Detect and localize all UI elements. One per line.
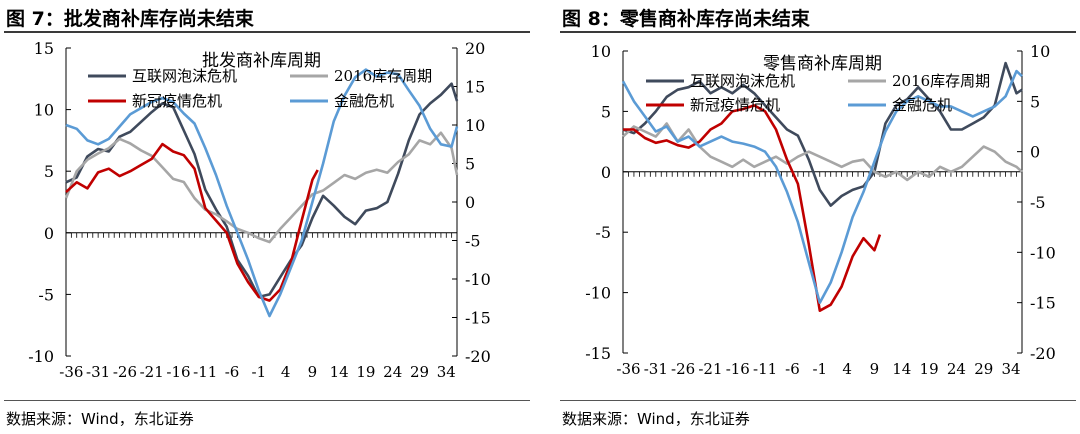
right-y-tick-label: 20: [465, 39, 485, 58]
left-y-tick-label: 0: [44, 224, 54, 243]
x-tick-label: -31: [644, 360, 668, 378]
left-y-tick-label: -10: [585, 284, 611, 303]
figure-8-title: 图 8：零售商补库存尚未结束: [562, 8, 810, 30]
x-tick-label: -26: [113, 363, 137, 381]
figure-8-bottom-rule: [560, 400, 1076, 401]
figure-8-source: 数据来源：Wind，东北证券: [562, 410, 750, 428]
series-line-0: [65, 82, 459, 299]
x-tick-label: -1: [252, 363, 267, 381]
left-y-tick-label: -5: [38, 285, 54, 304]
right-y-tick-label: -20: [465, 347, 491, 366]
x-tick-label: 19: [356, 363, 375, 381]
legend-label: 金融危机: [892, 96, 952, 114]
x-tick-label: -21: [698, 360, 722, 378]
left-y-tick-label: 10: [591, 42, 611, 61]
series-line-2: [65, 142, 319, 302]
x-tick-label: 34: [437, 363, 456, 381]
legend-label: 金融危机: [334, 92, 394, 110]
left-y-tick-label: -15: [585, 344, 611, 363]
x-tick-label: -36: [59, 363, 83, 381]
figure-7-source: 数据来源：Wind，东北证券: [6, 410, 194, 428]
legend-label: 互联网泡沫危机: [132, 67, 237, 85]
right-y-tick-label: -15: [465, 309, 491, 328]
x-tick-label: -16: [166, 363, 190, 381]
figure-7-title: 图 7：批发商补库存尚未结束: [6, 8, 254, 30]
left-y-tick-label: 10: [34, 101, 54, 120]
x-tick-label: 9: [308, 363, 318, 381]
right-y-tick-label: 10: [465, 116, 485, 135]
right-y-tick-label: 0: [465, 193, 475, 212]
right-y-tick-label: -5: [465, 232, 481, 251]
x-tick-label: -36: [616, 360, 640, 378]
right-y-tick-label: 0: [1030, 143, 1040, 162]
x-tick-label: 14: [892, 360, 911, 378]
left-y-tick-label: -5: [595, 223, 611, 242]
left-y-tick-label: 5: [601, 102, 611, 121]
x-tick-label: -21: [140, 363, 164, 381]
legend-label: 2016库存周期: [892, 72, 990, 90]
right-y-tick-label: -10: [1030, 243, 1056, 262]
x-tick-label: 19: [920, 360, 939, 378]
x-tick-label: 34: [1002, 360, 1021, 378]
x-tick-label: -31: [86, 363, 110, 381]
x-tick-label: -6: [785, 360, 800, 378]
x-tick-label: -11: [753, 360, 777, 378]
x-tick-label: 24: [947, 360, 966, 378]
x-tick-label: 29: [410, 363, 429, 381]
x-tick-label: -1: [812, 360, 827, 378]
series-line-1: [622, 122, 1023, 182]
series-line-3: [621, 69, 1023, 305]
series-line-2: [623, 104, 882, 313]
legend-label: 新冠疫情危机: [690, 96, 780, 114]
figure-8-title-rule: [560, 31, 1076, 33]
left-y-tick-label: 5: [44, 162, 54, 181]
right-y-tick-label: -10: [465, 270, 491, 289]
left-y-tick-label: 0: [601, 163, 611, 182]
right-y-tick-label: 5: [465, 155, 475, 174]
x-tick-label: -26: [671, 360, 695, 378]
x-tick-label: -11: [193, 363, 217, 381]
x-tick-label: 4: [842, 360, 852, 378]
x-tick-label: 14: [330, 363, 349, 381]
series-line-3: [65, 68, 459, 318]
series-line-0: [622, 61, 1023, 207]
right-y-tick-label: 5: [1030, 92, 1040, 111]
right-y-tick-label: -5: [1030, 193, 1046, 212]
left-y-tick-label: 15: [34, 39, 54, 58]
right-y-tick-label: -15: [1030, 294, 1056, 313]
legend-label: 互联网泡沫危机: [690, 72, 795, 90]
x-tick-label: 24: [383, 363, 402, 381]
right-y-tick-label: -20: [1030, 344, 1056, 363]
x-tick-label: -6: [225, 363, 240, 381]
figure-7-bottom-rule: [4, 400, 530, 401]
x-tick-label: -16: [726, 360, 750, 378]
figure-7-title-rule: [4, 31, 530, 33]
x-tick-label: 29: [974, 360, 993, 378]
legend-label: 新冠疫情危机: [132, 92, 222, 110]
series-line-1: [64, 131, 459, 244]
left-y-tick-label: -10: [28, 347, 54, 366]
right-y-tick-label: 15: [465, 78, 485, 97]
chart-title: 零售商补库周期: [763, 54, 882, 74]
chart-title: 批发商补库周期: [202, 51, 321, 71]
x-tick-label: 4: [281, 363, 291, 381]
x-tick-label: 9: [870, 360, 880, 378]
right-y-tick-label: 10: [1030, 42, 1050, 61]
legend-label: 2016库存周期: [334, 67, 432, 85]
